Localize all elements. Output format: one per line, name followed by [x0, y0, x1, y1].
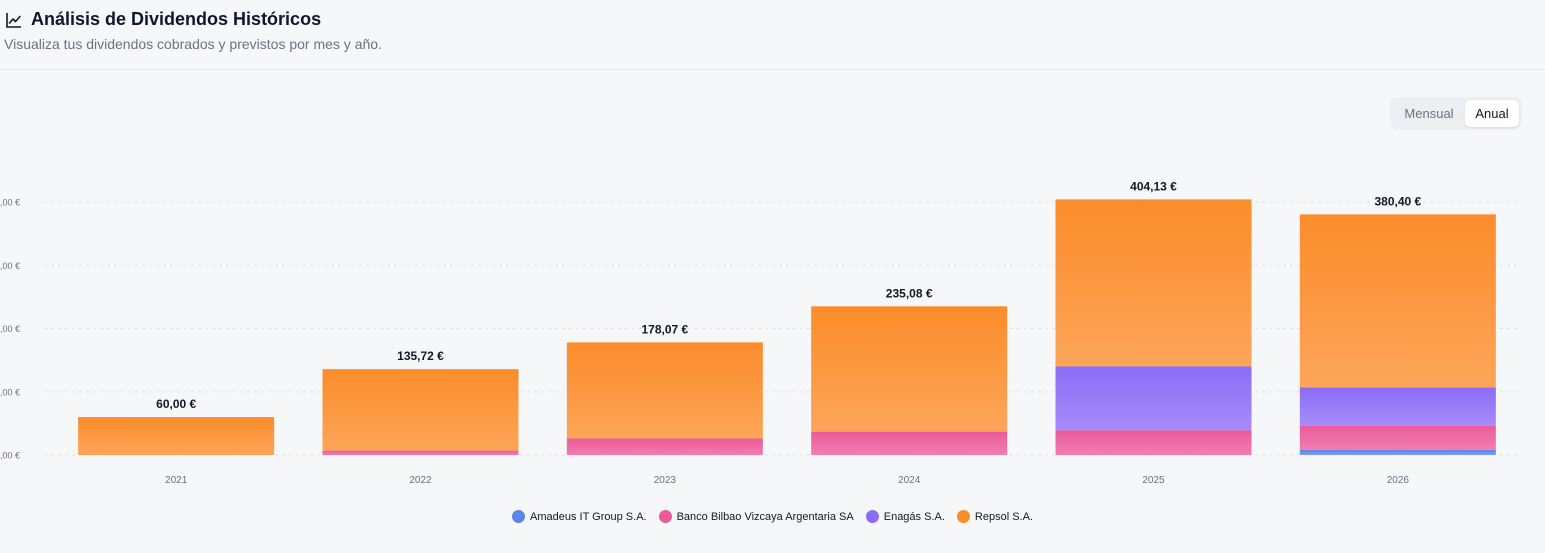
page-subtitle: Visualiza tus dividendos cobrados y prev… [4, 36, 382, 52]
x-tick-label: 2024 [898, 475, 921, 486]
legend-label: Enagás S.A. [883, 510, 945, 523]
chart-legend: Amadeus IT Group S.A. Banco Bilbao Vizcay… [0, 510, 1545, 523]
bar-segment[interactable] [1299, 425, 1496, 450]
bar-total-label: 404,13 € [1130, 179, 1177, 193]
legend-dot-icon [512, 510, 526, 523]
x-tick-label: 2026 [1387, 475, 1410, 486]
y-tick-label: ,00 € [0, 261, 20, 271]
bars-layer [78, 199, 1496, 455]
period-toggle: Mensual Anual [1390, 97, 1522, 130]
bar-segment[interactable] [322, 369, 519, 451]
x-tick-label: 2022 [409, 475, 432, 486]
y-tick-label: ,00 € [0, 387, 20, 397]
legend-dot-icon [658, 510, 672, 523]
legend-item[interactable]: Banco Bilbao Vizcaya Argentaria SA [658, 510, 854, 523]
bar-total-label: 178,07 € [641, 322, 688, 336]
y-tick-label: ,00 € [0, 451, 20, 461]
bar-segment[interactable] [811, 431, 1008, 455]
legend-dot-icon [956, 510, 970, 523]
grid-layer: ,00 € ,00 € ,00 € ,00 € ,00 € [0, 198, 1520, 461]
bar-segment[interactable] [1299, 449, 1496, 455]
labels-layer: 60,00 € 2021 135,72 € 2022 178,07 € 2023 235,0… [156, 179, 1421, 486]
legend-item[interactable]: Repsol S.A. [956, 510, 1033, 523]
bar-total-label: 380,40 € [1374, 194, 1421, 208]
bar-segment[interactable] [811, 306, 1008, 432]
bar-segment[interactable] [1299, 387, 1496, 426]
bar-total-label: 135,72 € [397, 349, 444, 363]
bar-segment[interactable] [566, 342, 763, 439]
page-title: Análisis de Dividendos Históricos [31, 9, 322, 29]
header: Análisis de Dividendos Históricos Visual… [0, 0, 1545, 70]
title-row: Análisis de Dividendos Históricos [5, 9, 321, 30]
legend-dot-icon [865, 510, 879, 523]
bar-segment[interactable] [1055, 199, 1252, 367]
legend-label: Amadeus IT Group S.A. [530, 510, 647, 523]
bar-total-label: 60,00 € [156, 397, 196, 411]
bar-segment[interactable] [566, 438, 763, 455]
bar-segment[interactable] [1299, 214, 1496, 388]
legend-item[interactable]: Enagás S.A. [865, 510, 945, 523]
y-tick-label: ,00 € [0, 324, 20, 334]
bar-segment[interactable] [78, 417, 275, 455]
bar-segment[interactable] [1055, 430, 1252, 455]
x-tick-label: 2025 [1142, 475, 1165, 486]
legend-item[interactable]: Amadeus IT Group S.A. [512, 510, 647, 523]
bar-segment[interactable] [322, 450, 519, 455]
bar-segment[interactable] [1055, 366, 1252, 431]
line-chart-icon [6, 12, 21, 28]
y-tick-label: ,00 € [0, 198, 20, 208]
legend-label: Banco Bilbao Vizcaya Argentaria SA [676, 510, 854, 523]
x-tick-label: 2023 [654, 475, 677, 486]
x-tick-label: 2021 [165, 475, 188, 486]
dividends-bar-chart: ,00 € ,00 € ,00 € ,00 € ,00 € 60,00 € 2021 135… [0, 179, 1520, 486]
toggle-annual-button[interactable]: Anual [1465, 100, 1519, 127]
toggle-monthly-button[interactable]: Mensual [1404, 106, 1454, 121]
bar-total-label: 235,08 € [886, 286, 933, 300]
legend-label: Repsol S.A. [974, 510, 1033, 523]
